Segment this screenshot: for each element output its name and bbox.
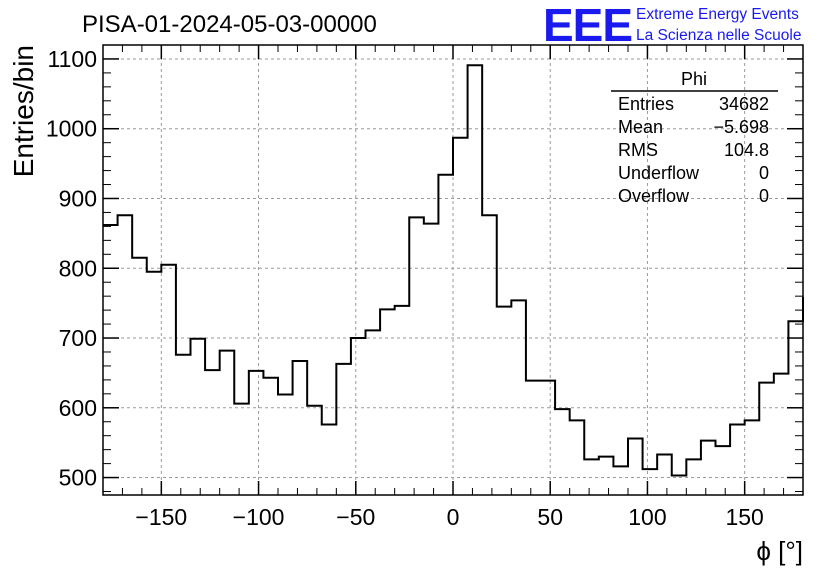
y-tick-label: 900 bbox=[59, 185, 97, 211]
histogram-line bbox=[103, 64, 804, 477]
stats-label: RMS bbox=[618, 140, 658, 160]
x-tick-label: 150 bbox=[725, 504, 763, 530]
x-tick-label: 100 bbox=[628, 504, 666, 530]
stats-label: Underflow bbox=[618, 163, 700, 183]
y-tick-label: 500 bbox=[59, 465, 97, 491]
stats-value: −5.698 bbox=[713, 117, 769, 137]
stats-label: Mean bbox=[618, 117, 663, 137]
x-tick-label: −100 bbox=[233, 504, 285, 530]
y-tick-label: 800 bbox=[59, 255, 97, 281]
tick-marks bbox=[102, 44, 804, 495]
logo-line2: La Scienza nelle Scuole bbox=[636, 27, 801, 44]
stats-value: 34682 bbox=[719, 94, 769, 114]
y-tick-label: 700 bbox=[59, 325, 97, 351]
run-title: PISA-01-2024-05-03-00000 bbox=[82, 11, 377, 38]
x-axis-title: ϕ [°] bbox=[756, 536, 803, 566]
y-tick-label: 1000 bbox=[46, 116, 97, 142]
stats-value: 104.8 bbox=[724, 140, 769, 160]
logo-line1: Extreme Energy Events bbox=[636, 6, 799, 23]
stats-box: Phi Entries 34682 Mean −5.698 RMS 104.8 … bbox=[611, 69, 778, 206]
tick-labels: −150 −100 −50 0 50 100 150 500 600 700 800 900 1000 1… bbox=[46, 46, 764, 530]
x-tick-label: 0 bbox=[447, 504, 460, 530]
stats-value: 0 bbox=[759, 186, 769, 206]
y-tick-label: 600 bbox=[59, 395, 97, 421]
y-tick-label: 1100 bbox=[48, 46, 97, 72]
stats-label: Overflow bbox=[618, 186, 690, 206]
stats-title: Phi bbox=[681, 69, 707, 89]
x-tick-label: −150 bbox=[135, 504, 187, 530]
x-tick-label: −50 bbox=[336, 504, 375, 530]
y-axis-title: Entries/bin bbox=[8, 45, 39, 177]
stats-label: Entries bbox=[618, 94, 674, 114]
stats-value: 0 bbox=[759, 163, 769, 183]
eee-logo: EEE bbox=[543, 0, 632, 51]
x-tick-label: 50 bbox=[537, 504, 563, 530]
